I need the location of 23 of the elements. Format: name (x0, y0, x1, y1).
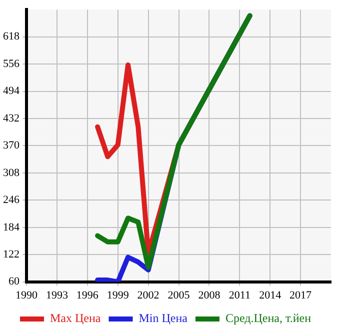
x-tick-label: 2002 (137, 289, 160, 302)
x-tick-label: 2005 (168, 289, 190, 302)
legend-label: Сред.Цена, т.йен (225, 311, 312, 326)
y-tick-label: 308 (3, 166, 20, 179)
y-tick-label: 60 (8, 276, 20, 288)
x-tick-label: 1990 (16, 289, 38, 302)
y-tick-label: 556 (3, 58, 20, 70)
x-tick-label: 2011 (228, 289, 250, 302)
x-tick-label: 2017 (290, 289, 312, 302)
x-tick-label: 2008 (198, 289, 221, 302)
y-tick-label: 618 (3, 30, 20, 43)
y-tick-label: 184 (3, 221, 20, 234)
legend-label: Min Цена (138, 311, 188, 326)
x-tick-label: 1996 (76, 289, 99, 302)
x-tick-label: 1993 (46, 289, 68, 302)
y-tick-label: 122 (3, 248, 20, 260)
x-tick-label: 2014 (259, 289, 282, 302)
legend-label: Max Цена (50, 311, 102, 326)
x-tick-label: 1999 (106, 289, 130, 302)
y-tick-label: 246 (3, 194, 20, 206)
y-tick-label: 370 (3, 140, 20, 152)
y-tick-label: 494 (3, 85, 20, 98)
y-tick-label: 432 (3, 112, 20, 124)
